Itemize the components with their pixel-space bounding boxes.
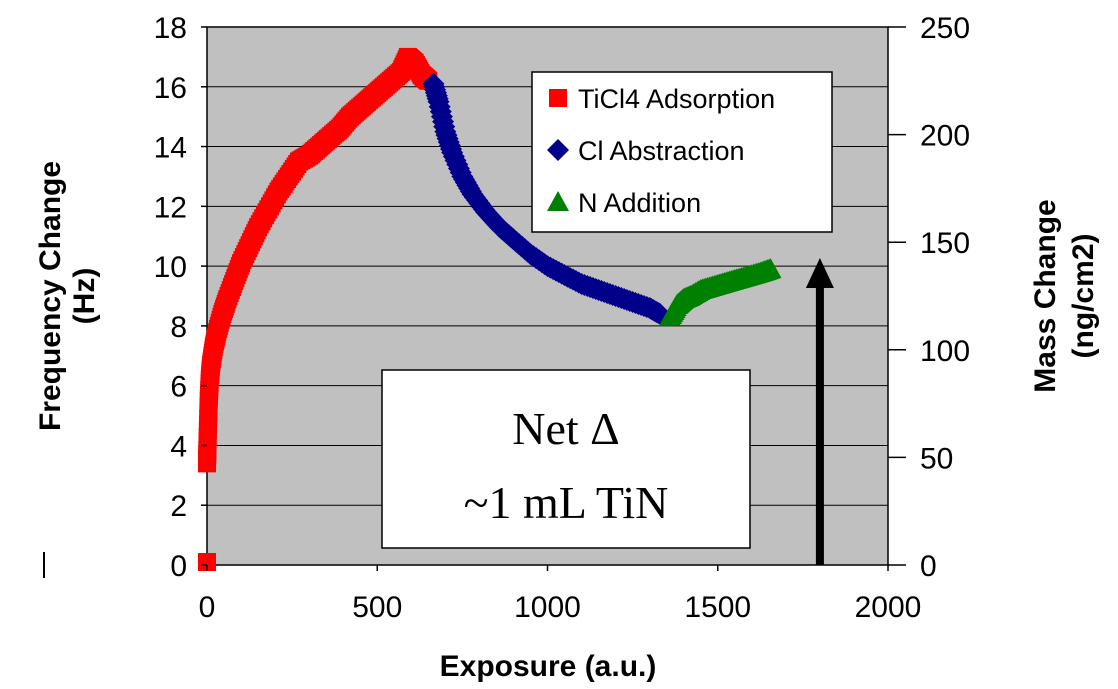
data-point [198, 553, 216, 572]
y2-tick-label: 0 [920, 550, 937, 583]
arrow-shaft [815, 282, 824, 565]
y2-tick-label: 200 [920, 120, 970, 153]
y-tick-label: 2 [170, 490, 187, 523]
mass-change-arrow [805, 258, 834, 565]
x-tick-label: 500 [352, 591, 402, 624]
y2-tick-label: 150 [920, 227, 970, 260]
x-axis-title: Exposure (a.u.) [440, 650, 657, 683]
y-axis-title: Frequency Change (Hz) [34, 161, 101, 431]
y-tick-label: 14 [154, 132, 187, 165]
legend-label: TiCl4 Adsorption [578, 84, 775, 114]
x-tick-label: 1500 [684, 591, 751, 624]
data-point [759, 258, 782, 279]
y2-axis-title: Mass Change (ng/cm2) [1029, 199, 1100, 392]
legend-label: Cl Abstraction [578, 136, 745, 166]
svg-text:(Hz): (Hz) [68, 268, 101, 325]
series-layer [198, 47, 782, 572]
y-tick-label: 6 [170, 371, 187, 404]
x-tick-label: 0 [199, 591, 216, 624]
annotation-box: Net Δ ~1 mL TiN [381, 369, 751, 549]
series-ticl4-adsorption [198, 47, 438, 572]
x-tick-label: 2000 [855, 591, 922, 624]
series-cl-abstraction [422, 72, 671, 325]
x-tick-label: 1000 [514, 591, 581, 624]
legend-label: N Addition [578, 188, 701, 218]
arrow-head [805, 258, 834, 288]
y2-tick-label: 50 [920, 442, 953, 475]
svg-text:Frequency Change: Frequency Change [34, 161, 67, 431]
legend: TiCl4 Adsorption Cl Abstraction N Addition [531, 71, 833, 233]
y-tick-label: 8 [170, 311, 187, 344]
legend-marker [547, 139, 569, 161]
y-tick-label: 10 [154, 251, 187, 284]
annotation-line-1: Net Δ [512, 403, 620, 454]
y-tick-label: 18 [154, 12, 187, 45]
y-tick-label: 12 [154, 191, 187, 224]
y-tick-label: 0 [170, 550, 187, 583]
y2-tick-label: 100 [920, 335, 970, 368]
y2-tick-label: 250 [920, 12, 970, 45]
legend-marker [547, 191, 569, 211]
legend-marker [549, 89, 567, 107]
svg-text:Mass Change: Mass Change [1029, 199, 1062, 392]
tick-labels: 0 2 4 6 8 10 12 14 16 18 0 500 1000 1500 2000 0 50 100 150… [154, 12, 970, 624]
legend-box [531, 71, 833, 233]
annotation-line-2: ~1 mL TiN [464, 477, 669, 528]
y-tick-label: 4 [170, 430, 187, 463]
y-tick-label: 16 [154, 72, 187, 105]
svg-text:(ng/cm2): (ng/cm2) [1067, 233, 1100, 358]
series-n-addition [659, 258, 782, 326]
